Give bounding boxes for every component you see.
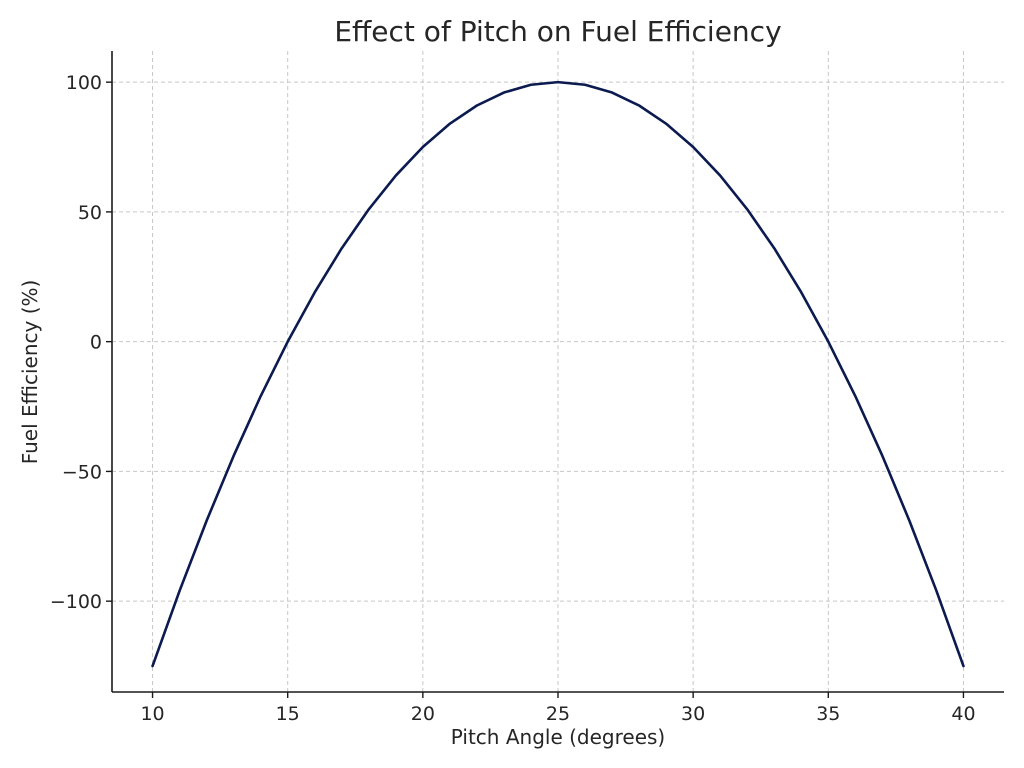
x-tick-label: 35 [816, 703, 840, 725]
y-axis-label: Fuel Efficiency (%) [18, 280, 42, 465]
y-tick-label: −100 [50, 591, 102, 613]
y-tick-label: −50 [62, 461, 102, 483]
y-tick-label: 100 [66, 72, 102, 94]
grid [112, 51, 1004, 692]
series-layer [151, 80, 965, 668]
x-tick-label: 15 [276, 703, 300, 725]
x-tick-label: 10 [140, 703, 164, 725]
axes [106, 51, 1004, 698]
x-axis-label: Pitch Angle (degrees) [451, 725, 665, 749]
y-tick-label: 50 [78, 202, 102, 224]
x-tick-label: 20 [411, 703, 435, 725]
chart-title: Effect of Pitch on Fuel Efficiency [334, 15, 781, 48]
tick-labels: 10 15 20 25 30 35 40 −100 −50 0 50 100 [50, 72, 976, 725]
y-tick-label: 0 [90, 332, 102, 354]
series-line-0 [151, 80, 965, 668]
x-tick-label: 25 [546, 703, 570, 725]
x-tick-label: 40 [951, 703, 975, 725]
x-tick-label: 30 [681, 703, 705, 725]
